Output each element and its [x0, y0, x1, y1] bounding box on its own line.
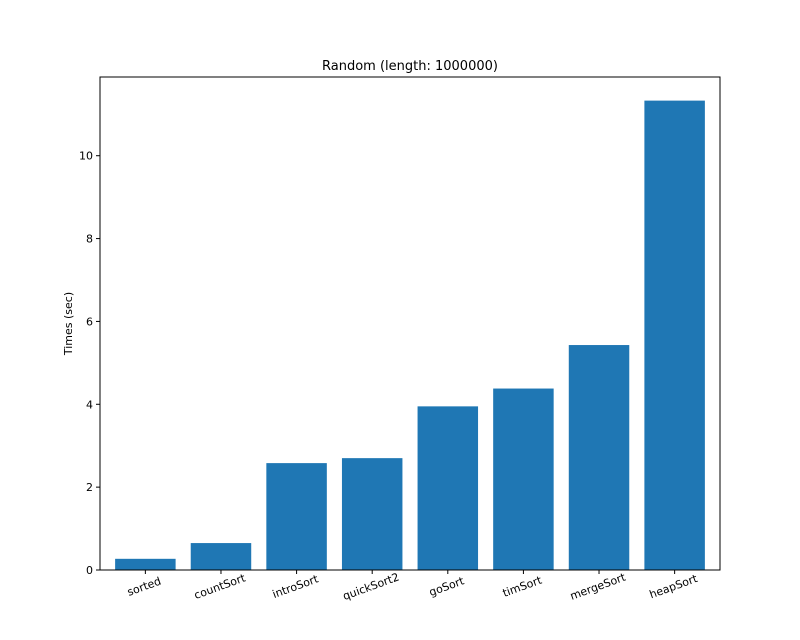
x-tick-label: sorted: [125, 575, 162, 599]
bar-mergeSort: [568, 345, 630, 570]
bar-quickSort2: [341, 458, 403, 570]
y-tick-label: 2: [86, 481, 93, 494]
x-tick-label: quickSort2: [341, 571, 401, 603]
y-tick-label: 8: [86, 233, 93, 246]
x-axis-ticks: sorted countSort introSort quickSort2 goSort…: [125, 570, 700, 603]
x-tick-label: goSort: [427, 574, 466, 599]
y-tick-label: 10: [79, 150, 93, 163]
bar-heapSort: [644, 100, 705, 570]
y-tick-label: 6: [86, 315, 93, 328]
chart-title: Random (length: 1000000): [322, 59, 498, 74]
bar-goSort: [417, 406, 479, 570]
bar-sorted: [115, 558, 176, 570]
bar-countSort: [190, 543, 252, 570]
bars-group: [115, 100, 705, 570]
bar-timSort: [493, 388, 554, 570]
x-tick-label: countSort: [192, 571, 247, 602]
bar-introSort: [266, 463, 327, 570]
axes-frame: [99, 76, 721, 571]
x-tick-label: introSort: [271, 572, 321, 601]
y-tick-label: 4: [86, 398, 93, 411]
y-axis-label: Times (sec): [62, 292, 75, 356]
x-tick-label: timSort: [501, 573, 544, 599]
y-axis-ticks: 0 2 4 6 8 10: [79, 150, 100, 577]
x-tick-label: mergeSort: [568, 570, 628, 602]
y-tick-label: 0: [86, 564, 93, 577]
x-tick-label: heapSort: [648, 572, 700, 602]
